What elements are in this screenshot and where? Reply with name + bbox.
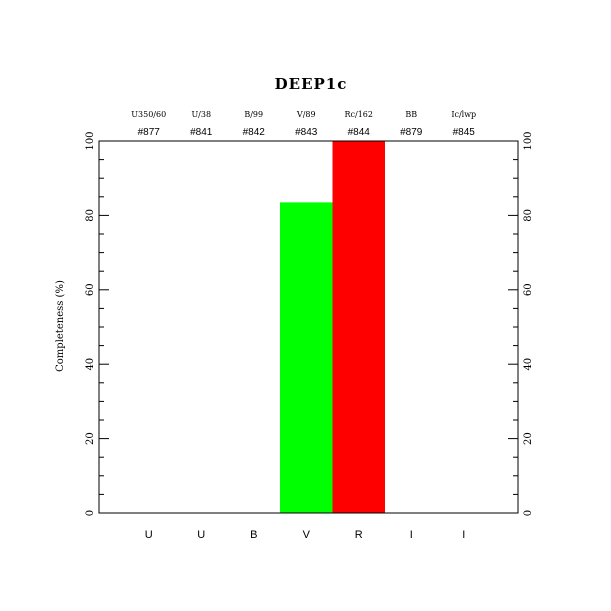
category-label: I bbox=[410, 529, 413, 541]
labels-group: U350/60 #877 U U/38 #841 U B/99 #842 B V/89 #843 V R… bbox=[85, 110, 534, 541]
bar-5 bbox=[332, 141, 385, 513]
y-tick-label-right: 100 bbox=[523, 131, 534, 150]
y-tick-label-left: 60 bbox=[85, 283, 96, 296]
y-tick-label-right: 80 bbox=[523, 209, 534, 222]
category-label: U bbox=[145, 529, 153, 541]
filter-label: U/38 bbox=[191, 110, 211, 119]
filter-label: V/89 bbox=[296, 110, 316, 119]
y-tick-label-left: 40 bbox=[85, 358, 96, 371]
id-label: #844 bbox=[348, 127, 371, 138]
y-tick-label-right: 60 bbox=[523, 283, 534, 296]
y-tick-label-left: 80 bbox=[85, 209, 96, 222]
filter-label: B/99 bbox=[244, 110, 263, 119]
bars-group bbox=[280, 141, 385, 513]
id-label: #877 bbox=[138, 127, 161, 138]
category-label: I bbox=[462, 529, 465, 541]
y-tick-label-right: 20 bbox=[523, 432, 534, 445]
category-label: V bbox=[303, 529, 311, 541]
filter-label: BB bbox=[405, 110, 417, 119]
filter-label: Rc/162 bbox=[345, 110, 373, 119]
bar-4 bbox=[280, 202, 333, 513]
id-label: #841 bbox=[190, 127, 213, 138]
filter-label: Ic/lwp bbox=[451, 110, 476, 119]
id-label: #842 bbox=[243, 127, 266, 138]
y-tick-label-left: 100 bbox=[85, 131, 96, 150]
id-label: #879 bbox=[400, 127, 423, 138]
y-tick-label-left: 0 bbox=[85, 510, 96, 516]
y-tick-label-left: 20 bbox=[85, 432, 96, 445]
category-label: U bbox=[197, 529, 205, 541]
chart-title: DEEP1c bbox=[275, 75, 348, 93]
category-label: R bbox=[355, 529, 363, 541]
plot-frame bbox=[98, 140, 519, 514]
id-label: #845 bbox=[453, 127, 476, 138]
y-tick-label-right: 40 bbox=[523, 358, 534, 371]
category-label: B bbox=[250, 529, 257, 541]
filter-label: U350/60 bbox=[131, 110, 166, 119]
y-axis-label: Completeness (%) bbox=[55, 280, 66, 372]
id-label: #843 bbox=[295, 127, 318, 138]
y-tick-label-right: 0 bbox=[523, 510, 534, 516]
